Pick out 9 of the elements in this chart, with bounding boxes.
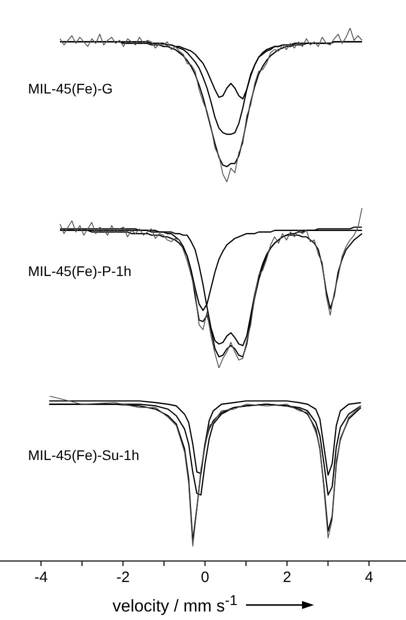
annotation: MIL-45(Fe)-Su-1h (28, 446, 140, 463)
x-tick-label: 2 (282, 569, 292, 586)
x-tick-label: -4 (34, 569, 48, 586)
x-axis-title: velocity / mm s$^{-1}$ (112, 593, 238, 617)
x-tick-label: 0 (200, 569, 210, 586)
annotation: MIL-45(Fe)-G (28, 80, 113, 96)
x-tick-label: 4 (364, 569, 374, 586)
x-tick-label: -2 (116, 569, 130, 586)
annotation: MIL-45(Fe)-P-1h (28, 262, 132, 279)
